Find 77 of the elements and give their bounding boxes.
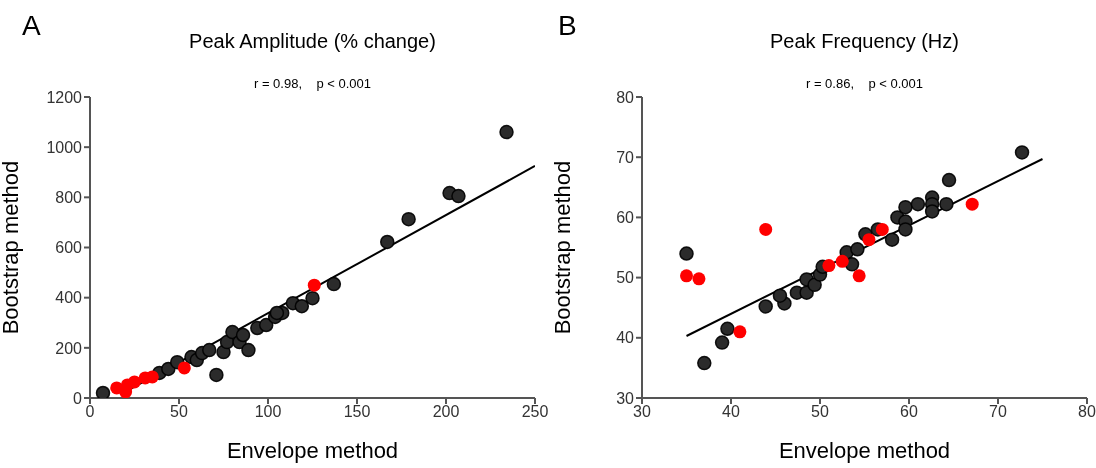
x-tick-label: 50 — [811, 403, 829, 421]
point — [679, 246, 694, 261]
point — [177, 361, 191, 375]
point — [209, 367, 224, 383]
point — [924, 204, 940, 219]
point — [235, 327, 251, 343]
point — [294, 298, 310, 314]
point — [269, 305, 285, 321]
point — [1014, 145, 1030, 160]
point — [898, 222, 913, 237]
point — [965, 197, 979, 211]
point — [941, 172, 957, 188]
x-tick-label: 0 — [85, 403, 95, 421]
x-tick-label: 50 — [170, 403, 188, 421]
y-tick-label: 400 — [55, 289, 83, 307]
point — [720, 321, 735, 337]
x-tick-label: 150 — [343, 403, 371, 421]
text: r = 0.98, p < 0.001 — [252, 76, 373, 91]
point — [697, 355, 712, 371]
text: B — [558, 10, 577, 42]
point — [692, 272, 706, 286]
point — [850, 242, 865, 257]
point — [401, 211, 416, 227]
x-tick-label: 40 — [722, 403, 740, 421]
point — [326, 276, 342, 292]
y-tick-label: 0 — [73, 389, 83, 407]
point — [884, 232, 900, 247]
point — [772, 288, 788, 303]
y-tick-label: 600 — [55, 239, 83, 257]
x-tick-label: 100 — [254, 403, 282, 421]
point — [835, 254, 849, 268]
point — [758, 299, 773, 314]
text: A — [22, 10, 41, 42]
y-tick-label: 30 — [616, 389, 635, 407]
point — [95, 385, 111, 398]
x-axis-title: Envelope method — [778, 438, 951, 463]
point — [499, 124, 514, 140]
y-tick-label: 1200 — [46, 88, 83, 106]
y-axis-title: Bootstrap method — [549, 160, 575, 335]
point — [898, 199, 913, 215]
y-tick-label: 60 — [616, 209, 635, 227]
chart-title: Peak Frequency (Hz) — [769, 30, 960, 53]
point — [680, 269, 693, 283]
point — [852, 269, 866, 283]
chart-title: Peak Amplitude (% change) — [188, 30, 437, 53]
y-tick-label: 800 — [55, 189, 83, 207]
y-tick-label: 50 — [616, 269, 635, 287]
point — [307, 278, 321, 292]
y-tick-label: 80 — [616, 88, 635, 106]
point — [822, 259, 836, 273]
point — [714, 335, 730, 350]
point — [258, 317, 274, 333]
point — [380, 234, 395, 250]
point — [202, 342, 217, 358]
x-tick-label: 70 — [989, 403, 1007, 421]
x-axis-title: Envelope method — [226, 438, 399, 463]
x-tick-label: 200 — [432, 403, 460, 421]
point — [939, 196, 954, 212]
point — [241, 342, 256, 358]
point — [910, 196, 926, 212]
point — [451, 188, 466, 204]
x-tick-label: 80 — [1078, 403, 1096, 421]
y-tick-label: 70 — [616, 148, 635, 166]
x-tick-label: 60 — [900, 403, 918, 421]
y-axis-title: Bootstrap method — [0, 160, 23, 335]
x-tick-label: 30 — [633, 403, 651, 421]
point — [759, 222, 773, 236]
point — [733, 325, 747, 339]
y-tick-label: 1000 — [46, 138, 83, 156]
text: r = 0.86, p < 0.001 — [804, 76, 925, 91]
point — [862, 233, 876, 247]
point — [875, 222, 889, 236]
point — [128, 375, 141, 389]
x-tick-label: 250 — [521, 403, 549, 421]
y-tick-label: 40 — [616, 329, 635, 347]
point — [305, 290, 320, 306]
y-tick-label: 200 — [55, 339, 83, 357]
